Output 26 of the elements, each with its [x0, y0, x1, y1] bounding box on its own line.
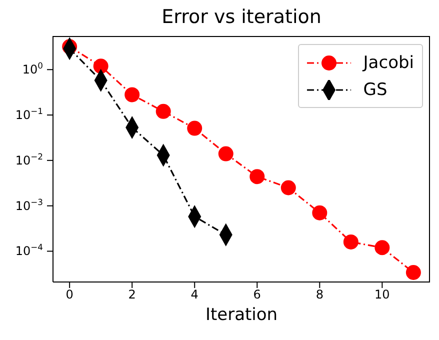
x-tick-label: 0: [66, 288, 74, 302]
y-tick-label: 10$^{−2}$: [15, 151, 43, 168]
y-tick-label: 10$^{−4}$: [15, 242, 43, 258]
point: [124, 87, 140, 102]
x-axis-title: Iteration: [205, 305, 278, 325]
y-tick-label: 10$^{0}$: [22, 60, 43, 77]
x-tick-label: 4: [190, 288, 198, 302]
point: [218, 146, 234, 162]
point: [280, 180, 296, 196]
legend-label: Jacobi: [363, 52, 414, 72]
legend-label: GS: [363, 80, 388, 100]
x-tick-label: 8: [316, 288, 324, 302]
x-tick-label: 6: [253, 288, 261, 302]
point: [343, 234, 358, 250]
point: [250, 169, 265, 184]
point: [312, 205, 328, 220]
point: [406, 265, 421, 280]
y-tick-label: 10$^{−3}$: [15, 196, 43, 213]
x-tick-label: 10: [374, 288, 390, 302]
y-tick-label: 10$^{−1}$: [15, 106, 43, 122]
point: [187, 120, 202, 136]
x-tick-label: 2: [128, 288, 136, 302]
point: [93, 58, 108, 74]
point: [374, 240, 390, 256]
chart-title: Error vs iteration: [160, 6, 322, 28]
point: [156, 104, 171, 119]
